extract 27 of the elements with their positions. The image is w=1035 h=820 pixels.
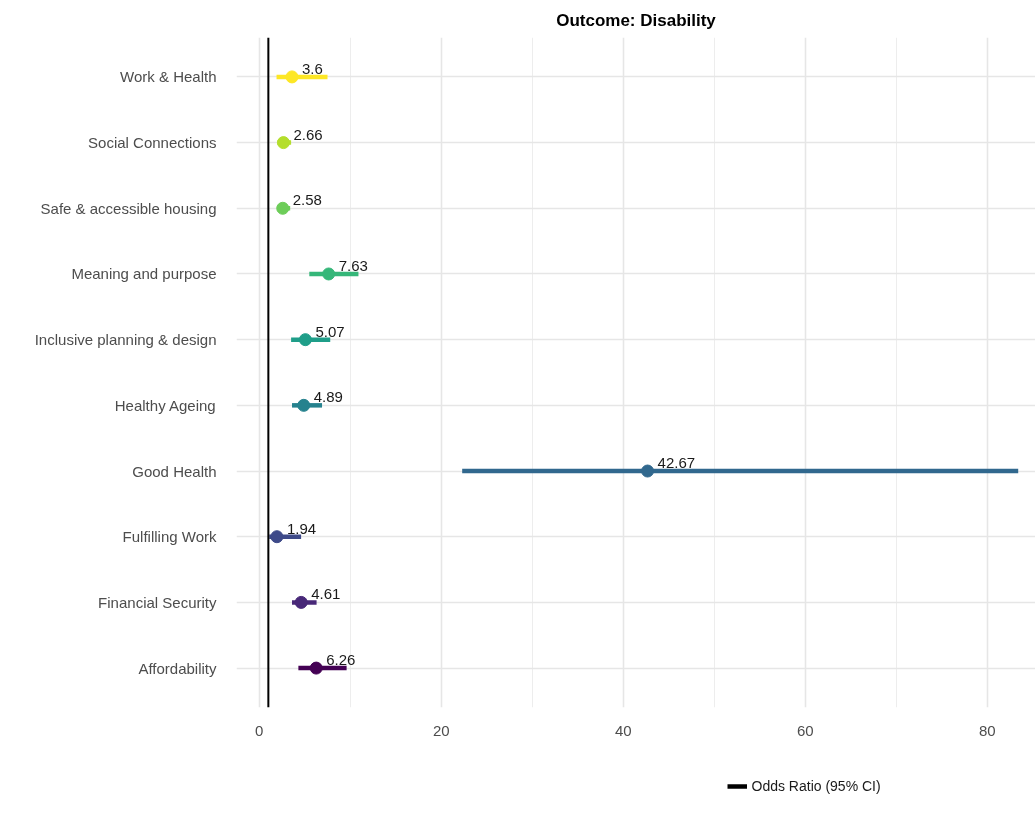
y-tick-label: Fulfilling Work xyxy=(122,528,217,546)
data-label: 1.94 xyxy=(286,519,317,537)
data-label: 42.67 xyxy=(657,454,696,472)
data-label: 2.66 xyxy=(293,125,323,143)
x-tick-label: 40 xyxy=(614,721,632,739)
y-tick-label: Affordability xyxy=(138,659,217,677)
data-label: 4.61 xyxy=(311,585,341,603)
y-tick-label: Inclusive planning & design xyxy=(34,331,217,349)
y-tick-label: Good Health xyxy=(132,462,217,480)
y-tick-label: Meaning and purpose xyxy=(71,265,217,283)
chart-title: Outcome: Disability xyxy=(556,10,717,30)
data-label: 7.63 xyxy=(338,256,368,274)
data-label: 2.58 xyxy=(292,191,322,209)
y-tick-label: Work & Health xyxy=(120,68,217,86)
text: Odds Ratio (95% CI) xyxy=(751,778,881,794)
x-tick-label: 60 xyxy=(796,721,814,739)
x-tick-label: 20 xyxy=(432,721,450,739)
y-tick-label: Social Connections xyxy=(88,134,217,152)
y-tick-label: Healthy Ageing xyxy=(114,396,216,414)
data-label: 3.6 xyxy=(302,59,323,77)
data-label: 5.07 xyxy=(315,322,345,340)
data-label: 6.26 xyxy=(326,651,356,669)
data-label: 4.89 xyxy=(313,388,343,406)
y-tick-label: Safe & accessible housing xyxy=(40,199,217,217)
y-tick-label: Financial Security xyxy=(98,593,217,611)
x-tick-label: 0 xyxy=(255,721,264,739)
x-tick-label: 80 xyxy=(978,721,996,739)
